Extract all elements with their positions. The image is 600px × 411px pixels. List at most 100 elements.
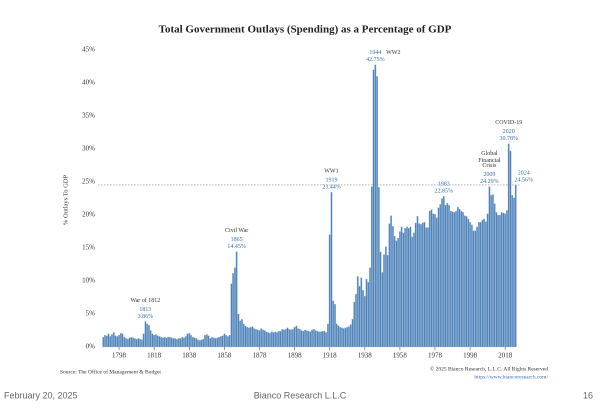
bar bbox=[211, 336, 213, 348]
x-tick-label: 1898 bbox=[288, 352, 303, 360]
bar bbox=[360, 277, 363, 348]
bar bbox=[349, 324, 352, 348]
bar bbox=[188, 332, 191, 348]
bar bbox=[370, 186, 373, 348]
bar bbox=[174, 338, 177, 348]
bar bbox=[290, 329, 292, 348]
bar bbox=[335, 323, 338, 348]
bar bbox=[388, 223, 391, 348]
bar bbox=[316, 331, 319, 348]
bar bbox=[126, 338, 129, 348]
bar bbox=[328, 234, 331, 348]
bar bbox=[318, 331, 321, 348]
bar bbox=[288, 329, 291, 348]
bar bbox=[197, 339, 199, 348]
bar bbox=[170, 337, 173, 348]
bar bbox=[358, 286, 361, 348]
bar bbox=[399, 231, 401, 348]
bar bbox=[506, 210, 508, 348]
annotation-value: 24.56% bbox=[514, 177, 533, 183]
bar bbox=[355, 294, 357, 348]
bar bbox=[107, 333, 110, 348]
bar bbox=[148, 325, 150, 348]
bar bbox=[235, 251, 238, 348]
bar bbox=[416, 216, 419, 348]
bar bbox=[165, 337, 168, 348]
bar bbox=[435, 217, 438, 348]
bar bbox=[221, 335, 224, 348]
bar bbox=[300, 330, 303, 348]
bar bbox=[177, 338, 180, 348]
bar bbox=[511, 195, 514, 348]
bar bbox=[407, 228, 410, 348]
bar bbox=[509, 150, 512, 348]
bar bbox=[267, 332, 270, 348]
bar bbox=[105, 335, 108, 348]
annotation-label: War of 1812 bbox=[130, 297, 160, 304]
bar bbox=[320, 331, 322, 348]
bar bbox=[421, 222, 424, 348]
bar bbox=[191, 336, 194, 348]
bar bbox=[216, 337, 219, 348]
bar bbox=[462, 212, 464, 348]
bar bbox=[353, 301, 356, 348]
bar bbox=[186, 333, 189, 348]
annotation-year: 1919 bbox=[325, 178, 337, 184]
bar bbox=[363, 296, 366, 348]
bar bbox=[307, 331, 310, 348]
x-tick-label: 1878 bbox=[252, 352, 267, 360]
bar bbox=[311, 329, 314, 348]
annotation-year: 1944 bbox=[369, 50, 381, 56]
bar bbox=[248, 327, 250, 348]
bar bbox=[234, 267, 236, 348]
bar bbox=[198, 340, 201, 348]
annotation-label: Crisis bbox=[482, 163, 497, 169]
bar bbox=[423, 222, 426, 348]
bar bbox=[119, 332, 122, 348]
bar bbox=[270, 331, 273, 348]
y-tick-label: 35% bbox=[82, 112, 95, 120]
bar bbox=[406, 226, 408, 348]
annotation-value: 24.29% bbox=[480, 179, 499, 185]
annotation-label: WW2 bbox=[386, 50, 400, 56]
bar bbox=[409, 226, 412, 348]
bar bbox=[116, 336, 119, 348]
bar bbox=[493, 203, 496, 348]
bar bbox=[383, 254, 385, 348]
bar bbox=[246, 327, 249, 348]
bar bbox=[465, 216, 468, 348]
bar bbox=[179, 338, 182, 348]
bar bbox=[444, 204, 447, 348]
bar bbox=[212, 337, 215, 348]
bar bbox=[279, 331, 282, 348]
bar bbox=[226, 336, 229, 348]
bar bbox=[167, 336, 170, 348]
bar bbox=[135, 338, 138, 348]
bar bbox=[265, 331, 268, 348]
bar bbox=[390, 215, 393, 348]
bar bbox=[205, 334, 208, 348]
annotation-value: 3.86% bbox=[138, 314, 154, 320]
x-tick-label: 2018 bbox=[498, 352, 513, 360]
bar bbox=[314, 330, 317, 348]
x-tick-label: 1818 bbox=[147, 352, 162, 360]
bar bbox=[139, 338, 142, 348]
bar bbox=[121, 333, 124, 348]
y-tick-label: 40% bbox=[82, 79, 95, 87]
x-tick-label: 1978 bbox=[428, 352, 443, 360]
bar bbox=[369, 267, 371, 348]
bar bbox=[456, 206, 459, 348]
y-tick-label: 45% bbox=[82, 46, 95, 54]
bar bbox=[142, 333, 145, 348]
bar bbox=[365, 278, 368, 348]
bar bbox=[453, 212, 456, 348]
bar bbox=[223, 333, 226, 348]
bar bbox=[451, 211, 454, 348]
bar bbox=[298, 329, 301, 348]
bar bbox=[500, 212, 503, 348]
copyright: © 2025 Bianco Research, L.L.C. All Right… bbox=[430, 365, 548, 372]
x-tick-label: 1958 bbox=[393, 352, 408, 360]
bar bbox=[193, 337, 196, 348]
bar bbox=[158, 336, 161, 348]
bar bbox=[128, 337, 131, 348]
